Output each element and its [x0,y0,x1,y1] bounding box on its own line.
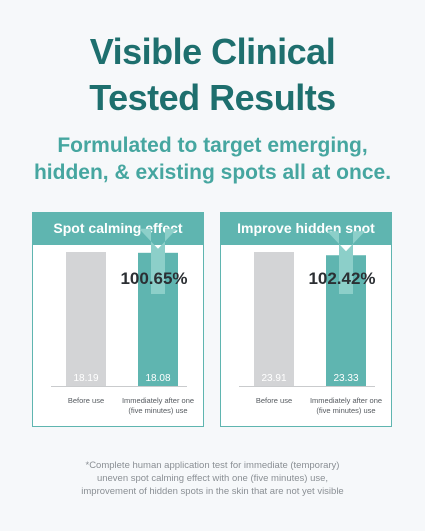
category-label: (five minutes) use [316,406,375,415]
hidden-spot-title: Improve hidden spot [220,212,392,245]
footnote: *Complete human application test for imm… [0,459,425,498]
spot-calming-chart: 18.19 18.08 Before use Immediately after on… [51,228,194,415]
category-label: Immediately after one [310,396,382,405]
before-use-bar [254,252,294,386]
down-arrow-icon [139,228,177,294]
headline-line-1: Visible Clinical [89,31,336,72]
before-use-bar [66,252,106,386]
subheadline-line-1: Formulated to target emerging, [57,134,368,157]
footnote-line-1: *Complete human application test for imm… [85,460,340,471]
category-label: Before use [68,396,104,405]
category-label: (five minutes) use [128,406,187,415]
down-arrow-icon [327,231,365,294]
improvement-percentage: 102.42% [308,269,375,288]
footnote-line-3: improvement of hidden spots in the skin … [81,486,344,497]
category-label: Immediately after one [122,396,194,405]
hidden-spot-panel: Improve hidden spot 23.91 23.33 Before use… [220,212,392,427]
category-label: Before use [256,396,292,405]
after-use-value-label: 18.08 [145,373,170,384]
before-use-value-label: 23.91 [261,373,286,384]
subheadline-line-2: hidden, & existing spots all at once. [33,161,392,184]
spot-calming-panel: Spot calming effect 18.19 18.08 Before use… [32,212,204,427]
footnote-line-2: uneven spot calming effect with one (fiv… [96,473,329,484]
after-use-value-label: 23.33 [333,373,358,384]
improvement-percentage: 100.65% [120,269,187,288]
before-use-value-label: 18.19 [73,373,98,384]
headline-line-2: Tested Results [89,77,336,118]
hidden-spot-chart: 23.91 23.33 Before use Immediately after on… [239,231,382,415]
